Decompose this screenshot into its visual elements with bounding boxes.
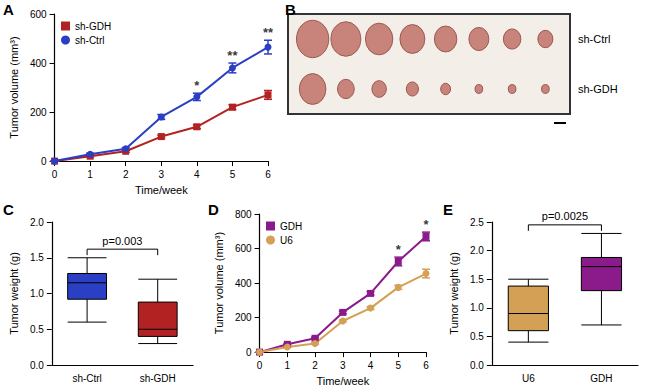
svg-text:200: 200 bbox=[30, 107, 47, 118]
svg-text:6: 6 bbox=[423, 360, 429, 371]
html-text:B: B bbox=[285, 1, 296, 18]
svg-text:*: * bbox=[194, 78, 200, 93]
svg-text:2: 2 bbox=[123, 169, 129, 180]
svg-text:2: 2 bbox=[312, 360, 318, 371]
html-text:E: E bbox=[443, 201, 453, 218]
svg-text:5: 5 bbox=[395, 360, 401, 371]
html-text:D: D bbox=[208, 201, 219, 218]
svg-text:Tumor weight (g): Tumor weight (g) bbox=[448, 252, 460, 335]
svg-text:Time/week: Time/week bbox=[135, 184, 188, 196]
svg-text:0.5: 0.5 bbox=[470, 331, 484, 342]
svg-text:400: 400 bbox=[30, 58, 47, 69]
svg-text:p=0.0025: p=0.0025 bbox=[542, 210, 588, 222]
svg-text:1.0: 1.0 bbox=[470, 302, 484, 313]
svg-text:**: ** bbox=[227, 48, 238, 63]
svg-text:sh-Ctrl: sh-Ctrl bbox=[578, 33, 610, 45]
svg-text:1: 1 bbox=[285, 360, 291, 371]
svg-text:6: 6 bbox=[265, 169, 271, 180]
html-text:C: C bbox=[3, 201, 14, 218]
svg-text:0: 0 bbox=[41, 156, 47, 167]
svg-text:5: 5 bbox=[230, 169, 236, 180]
svg-text:Tumor weight (g): Tumor weight (g) bbox=[8, 252, 20, 335]
svg-text:**: ** bbox=[263, 25, 274, 40]
svg-text:0.0: 0.0 bbox=[30, 360, 44, 371]
svg-text:GDH: GDH bbox=[590, 373, 612, 384]
svg-text:0.5: 0.5 bbox=[30, 324, 44, 335]
svg-text:*: * bbox=[423, 217, 429, 232]
svg-text:sh-Ctrl: sh-Ctrl bbox=[72, 373, 101, 384]
html-text:A: A bbox=[3, 1, 14, 18]
svg-text:0: 0 bbox=[52, 169, 58, 180]
svg-text:400: 400 bbox=[235, 278, 252, 289]
svg-text:1: 1 bbox=[87, 169, 93, 180]
svg-text:sh-GDH: sh-GDH bbox=[140, 373, 176, 384]
svg-text:2.0: 2.0 bbox=[30, 217, 44, 228]
svg-text:sh-GDH: sh-GDH bbox=[75, 21, 111, 32]
svg-text:Tumor volume (mm³): Tumor volume (mm³) bbox=[8, 36, 20, 138]
svg-text:1.0: 1.0 bbox=[30, 288, 44, 299]
svg-text:200: 200 bbox=[235, 312, 252, 323]
svg-text:1.5: 1.5 bbox=[30, 252, 44, 263]
svg-text:sh-GDH: sh-GDH bbox=[578, 83, 618, 95]
svg-text:U6: U6 bbox=[280, 235, 293, 246]
svg-text:Time/week: Time/week bbox=[316, 375, 369, 387]
svg-text:0: 0 bbox=[246, 347, 252, 358]
svg-text:600: 600 bbox=[235, 243, 252, 254]
svg-text:*: * bbox=[396, 242, 402, 257]
svg-text:1.5: 1.5 bbox=[470, 274, 484, 285]
svg-text:800: 800 bbox=[235, 209, 252, 220]
svg-text:GDH: GDH bbox=[280, 221, 302, 232]
svg-text:Tumor volume (mm³): Tumor volume (mm³) bbox=[213, 232, 225, 334]
svg-text:p=0.003: p=0.003 bbox=[102, 235, 142, 247]
svg-text:4: 4 bbox=[194, 169, 200, 180]
svg-text:3: 3 bbox=[340, 360, 346, 371]
svg-text:4: 4 bbox=[368, 360, 374, 371]
svg-text:U6: U6 bbox=[522, 373, 535, 384]
svg-text:3: 3 bbox=[159, 169, 165, 180]
svg-text:0.0: 0.0 bbox=[470, 360, 484, 371]
svg-text:2.5: 2.5 bbox=[470, 217, 484, 228]
svg-text:0: 0 bbox=[257, 360, 263, 371]
svg-text:2.0: 2.0 bbox=[470, 245, 484, 256]
svg-text:sh-Ctrl: sh-Ctrl bbox=[75, 35, 104, 46]
svg-text:600: 600 bbox=[30, 9, 47, 20]
